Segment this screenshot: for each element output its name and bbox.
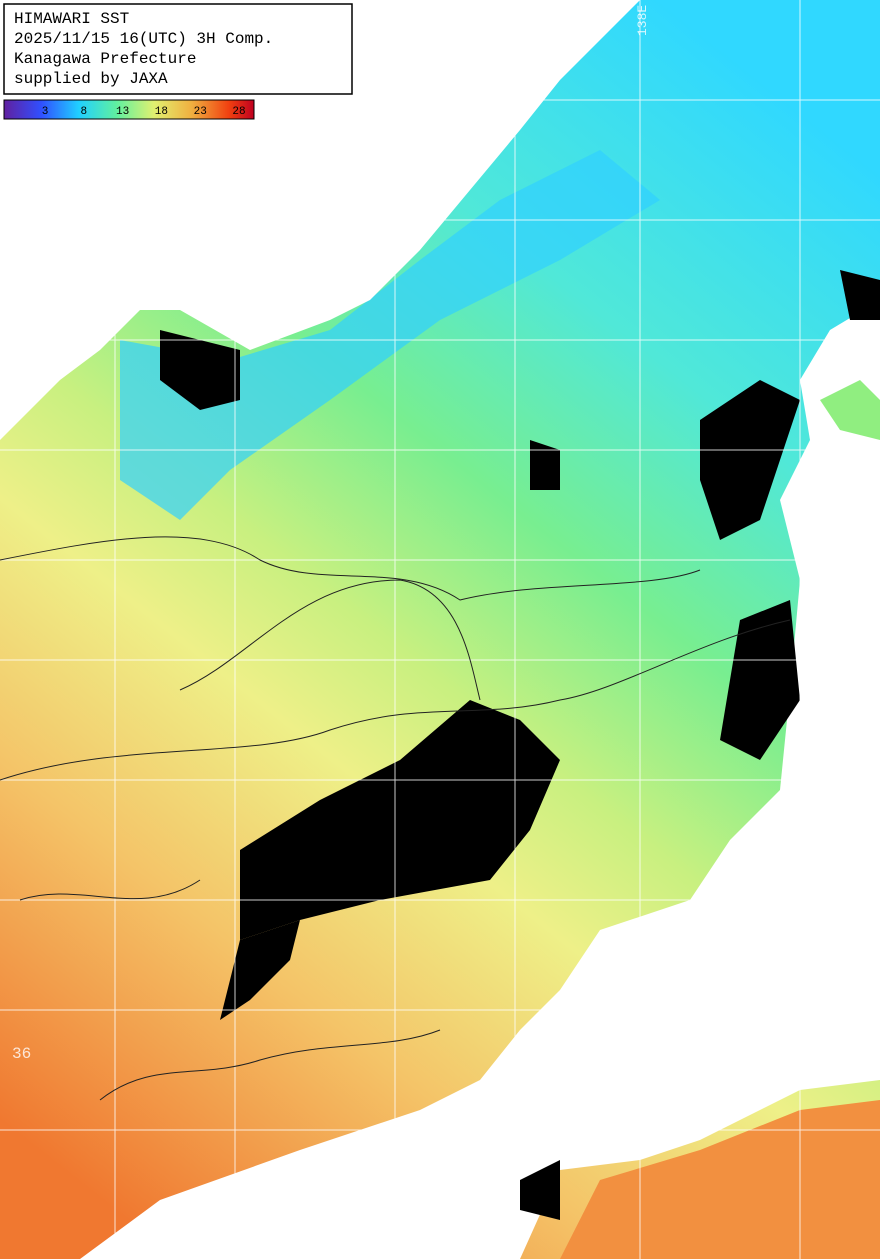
colorbar-tick-label: 28 [232,106,245,118]
cloud [530,440,560,490]
cloud [160,330,240,410]
legend-line: supplied by JAXA [14,70,168,88]
cloud [720,600,800,760]
legend-line: 2025/11/15 16(UTC) 3H Comp. [14,30,273,48]
colorbar-tick-label: 13 [116,106,129,118]
cloud [240,700,560,940]
cloud-mask [160,270,880,1220]
legend-line: HIMAWARI SST [14,10,129,28]
land-honshu [80,300,880,1259]
cloud [700,380,800,540]
colorbar-ticks: 3 8 13 18 23 28 [42,106,246,118]
colorbar-tick-label: 3 [42,106,49,118]
legend-box [3,3,353,95]
colorbar-tick-label: 18 [155,106,168,118]
cold-water [120,150,660,520]
legend-line: Kanagawa Prefecture [14,50,196,68]
cloud [840,270,880,320]
colorbar-tick-label: 23 [194,106,207,118]
isotherms [0,536,791,1101]
legend: HIMAWARI SST 2025/11/15 16(UTC) 3H Comp. K… [14,10,273,88]
longitude-label: 138E [635,5,650,36]
colorbar-tick-label: 8 [80,106,87,118]
cloud [520,1160,560,1220]
cloud [220,920,300,1020]
bay [820,380,880,440]
latitude-label: 36 [12,1045,31,1063]
colorbar [3,99,255,120]
